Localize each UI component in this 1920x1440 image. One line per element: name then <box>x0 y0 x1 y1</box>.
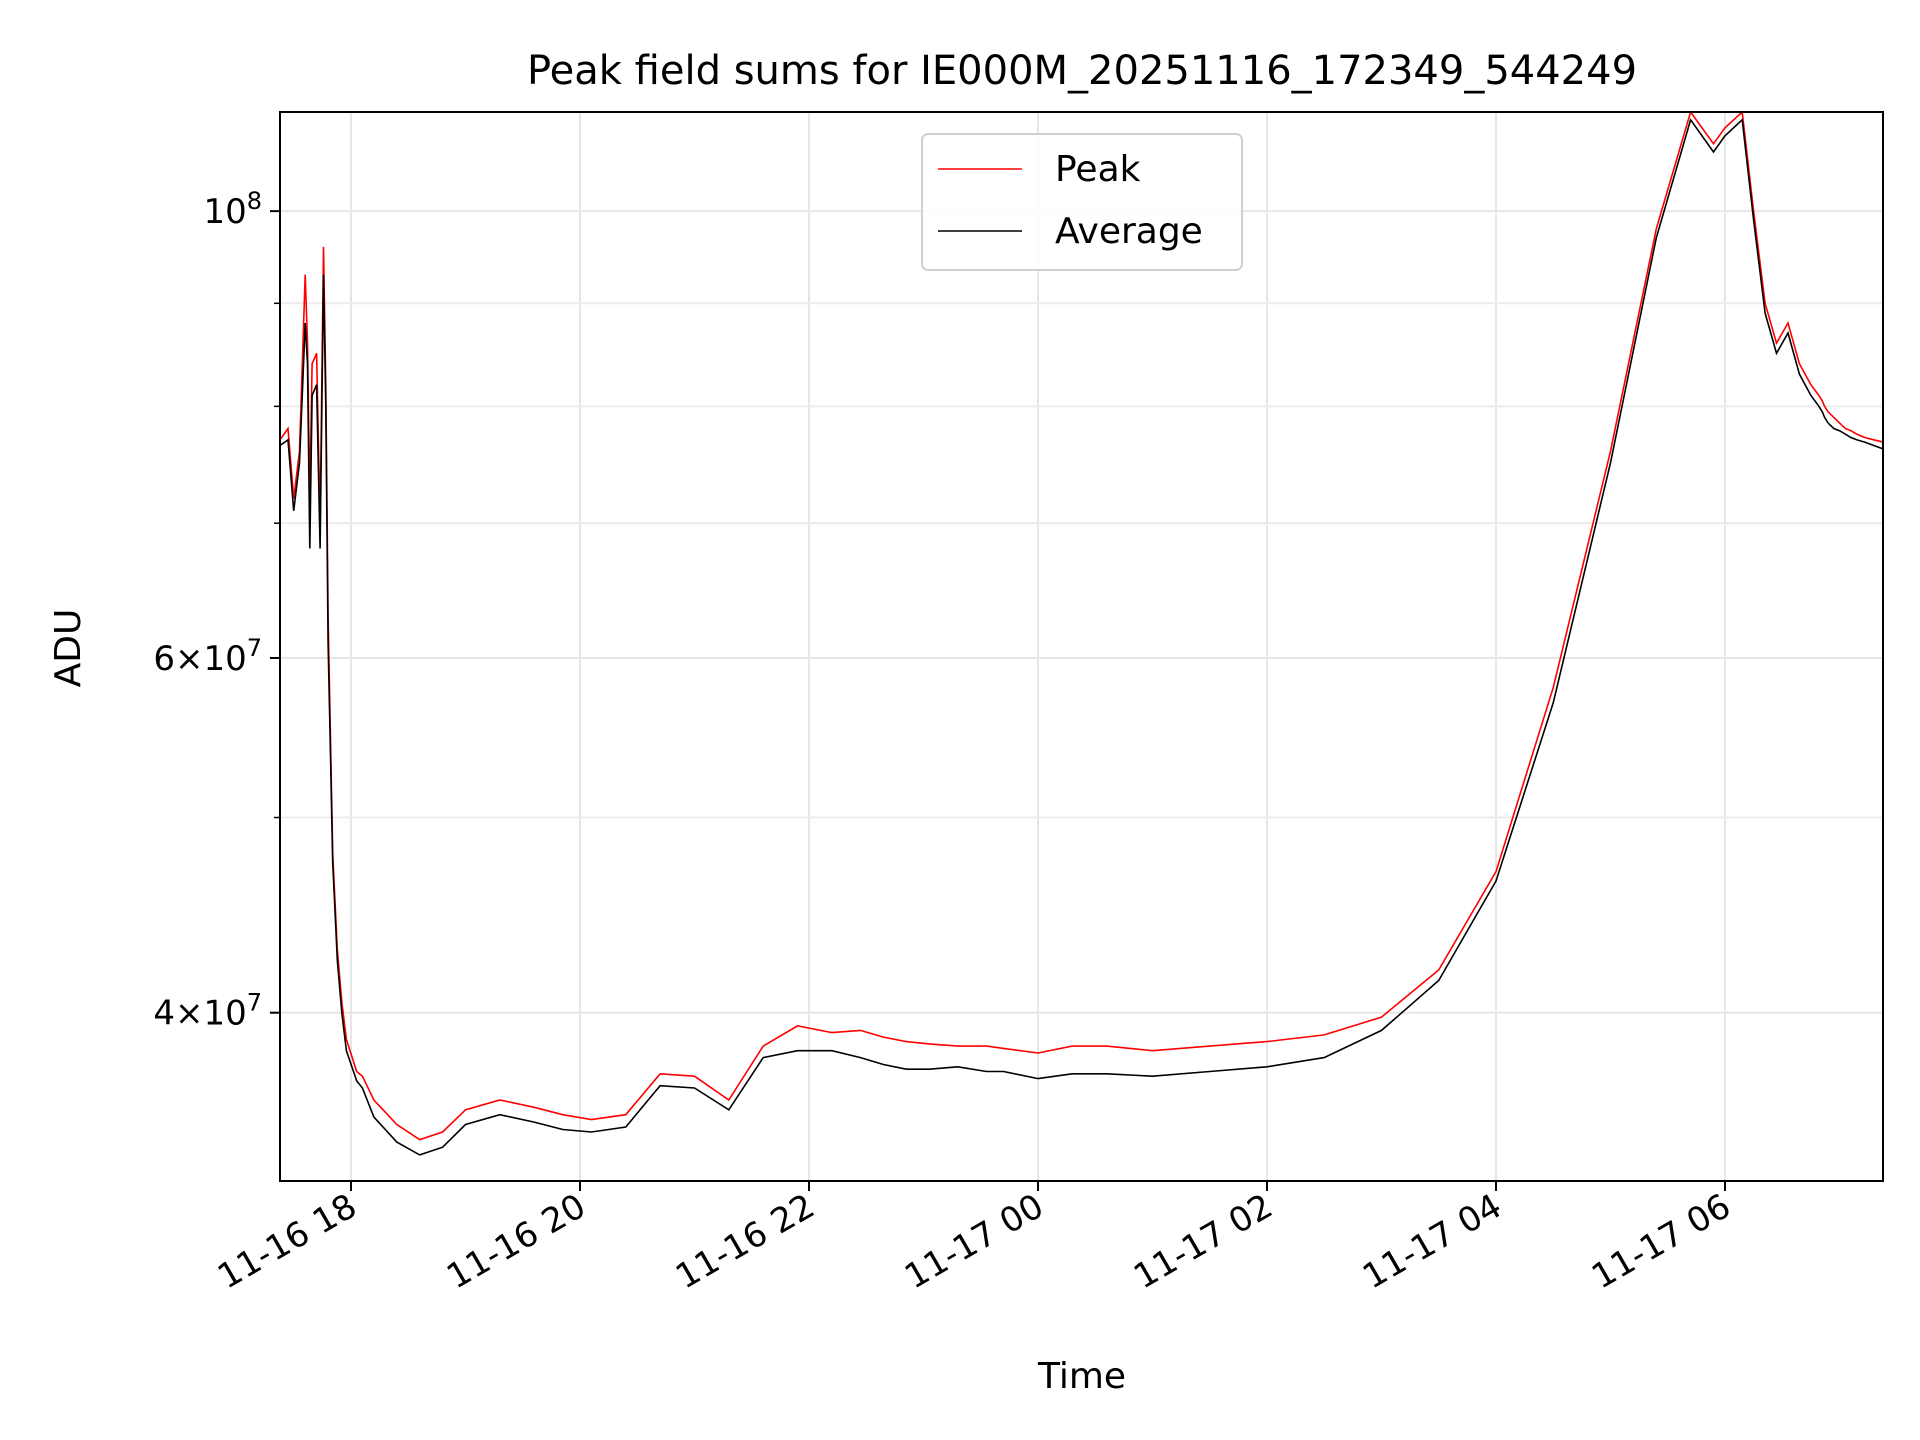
y-axis-label: ADU <box>48 609 89 688</box>
x-tick-label: 11-17 02 <box>1127 1186 1279 1297</box>
plot-area <box>280 112 1883 1156</box>
x-tick-label: 11-16 22 <box>669 1186 821 1297</box>
x-tick-label: 11-17 06 <box>1585 1186 1737 1297</box>
y-tick-label: 4×107 <box>153 989 262 1034</box>
x-tick-label: 11-17 00 <box>898 1186 1050 1297</box>
legend-label-average: Average <box>1055 211 1203 252</box>
plot-frame <box>279 111 1884 1182</box>
legend-label-peak: Peak <box>1055 149 1141 190</box>
legend: Peak Average <box>921 133 1243 271</box>
grid <box>280 112 1883 1181</box>
y-tick-label: 108 <box>203 187 262 232</box>
x-tick-label: 11-16 20 <box>440 1186 592 1297</box>
y-axis: 4×107 6×107 108 <box>153 187 280 1034</box>
x-tick-label: 11-16 18 <box>211 1186 363 1297</box>
chart-title: Peak field sums for IE000M_20251116_1723… <box>527 48 1637 94</box>
y-tick-label: 6×107 <box>153 634 262 679</box>
x-axis: 11-16 18 11-16 20 11-16 22 11-17 00 11-17 02… <box>211 1181 1737 1297</box>
x-axis-label: Time <box>1037 1356 1126 1397</box>
x-tick-label: 11-17 04 <box>1356 1186 1508 1297</box>
legend-box <box>921 133 1243 271</box>
series-line-average <box>280 117 1883 1156</box>
